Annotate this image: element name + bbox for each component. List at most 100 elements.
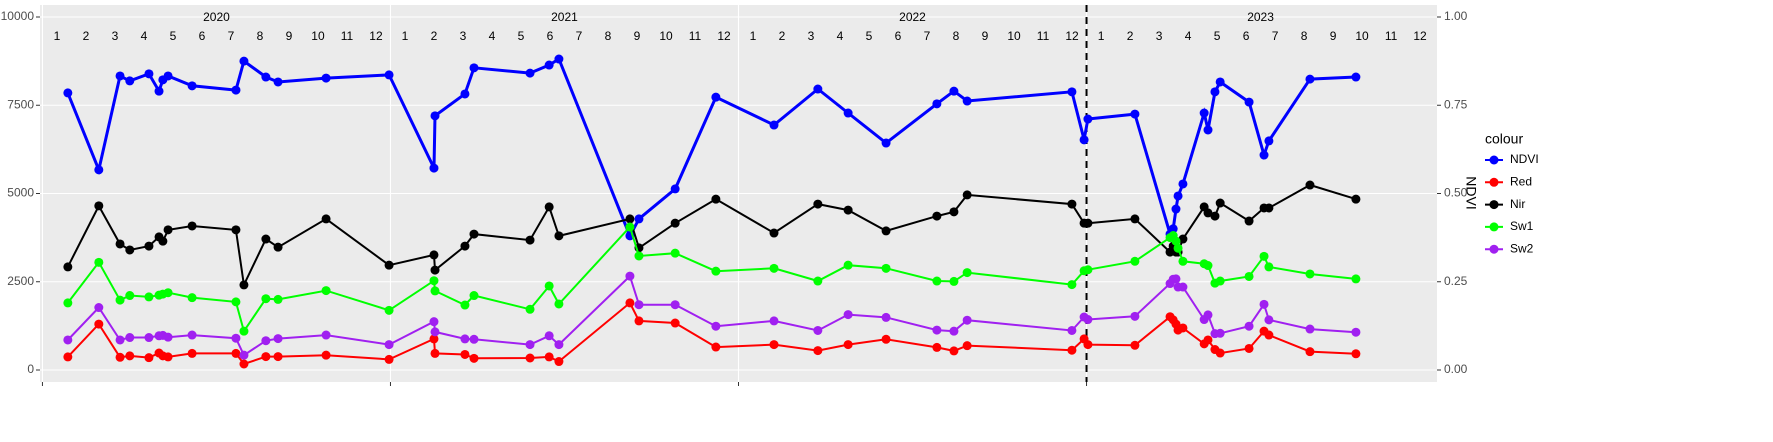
point xyxy=(1210,87,1220,97)
point xyxy=(1067,199,1077,209)
month-label: 12 xyxy=(717,29,731,43)
month-label: 4 xyxy=(1185,29,1192,43)
point xyxy=(711,92,721,102)
point xyxy=(881,334,891,344)
year-label: 2023 xyxy=(1247,10,1274,24)
point xyxy=(544,202,554,212)
month-label: 4 xyxy=(837,29,844,43)
month-label: 3 xyxy=(460,29,467,43)
month-label: 10 xyxy=(311,29,325,43)
point xyxy=(187,348,197,358)
point xyxy=(187,330,197,340)
point xyxy=(1173,191,1183,201)
point xyxy=(158,236,168,246)
point xyxy=(273,334,283,344)
month-label: 2 xyxy=(779,29,786,43)
point xyxy=(1244,321,1254,331)
point xyxy=(962,268,972,278)
point xyxy=(125,245,135,255)
month-label: 7 xyxy=(576,29,583,43)
y2-tick-label: 0.00 xyxy=(1444,362,1468,376)
point xyxy=(932,342,942,352)
point xyxy=(1130,311,1140,321)
point xyxy=(231,85,241,95)
y2-tick-label: 1.00 xyxy=(1444,9,1468,23)
point xyxy=(125,76,135,86)
point xyxy=(634,300,644,310)
point xyxy=(1203,261,1213,271)
point xyxy=(932,211,942,221)
point xyxy=(1244,271,1254,281)
month-label: 2 xyxy=(1127,29,1134,43)
point xyxy=(881,263,891,273)
point xyxy=(1083,218,1093,228)
point xyxy=(1259,251,1269,261)
point xyxy=(1264,330,1274,340)
month-label: 11 xyxy=(1385,29,1398,43)
point xyxy=(1083,315,1093,325)
point xyxy=(384,340,394,350)
point xyxy=(1067,345,1077,355)
month-label: 1 xyxy=(54,29,61,43)
point xyxy=(163,288,173,298)
point xyxy=(231,348,241,358)
point xyxy=(670,300,680,310)
month-label: 10 xyxy=(659,29,673,43)
point xyxy=(711,194,721,204)
legend-marker xyxy=(1489,200,1499,210)
point xyxy=(1305,347,1315,357)
point xyxy=(949,326,959,336)
point xyxy=(384,260,394,270)
month-label: 8 xyxy=(257,29,264,43)
point xyxy=(187,293,197,303)
point xyxy=(273,77,283,87)
point xyxy=(273,294,283,304)
month-label: 6 xyxy=(1243,29,1250,43)
point xyxy=(1264,136,1274,146)
point xyxy=(843,205,853,215)
point xyxy=(94,303,104,313)
point xyxy=(429,334,439,344)
point xyxy=(63,262,73,272)
point xyxy=(430,348,440,358)
point xyxy=(187,221,197,231)
point xyxy=(469,63,479,73)
legend-marker xyxy=(1489,177,1499,187)
y-tick-label: 0 xyxy=(27,362,34,376)
point xyxy=(949,86,959,96)
month-label: 2 xyxy=(431,29,438,43)
point xyxy=(384,354,394,364)
legend-item: NDVI xyxy=(1485,152,1539,166)
point xyxy=(63,298,73,308)
point xyxy=(949,276,959,286)
point xyxy=(321,350,331,360)
year-label: 2022 xyxy=(899,10,926,24)
point xyxy=(261,336,271,346)
point xyxy=(1259,150,1269,160)
point xyxy=(460,349,470,359)
legend-label: Nir xyxy=(1510,197,1525,211)
legend-item: Red xyxy=(1485,174,1532,188)
month-label: 5 xyxy=(170,29,177,43)
year-label: 2021 xyxy=(551,10,578,24)
y-tick-label: 5000 xyxy=(7,186,34,200)
month-label: 5 xyxy=(1214,29,1221,43)
point xyxy=(634,316,644,326)
month-label: 2 xyxy=(83,29,90,43)
legend-label: Sw2 xyxy=(1510,241,1534,255)
month-label: 3 xyxy=(808,29,815,43)
legend-label: NDVI xyxy=(1510,152,1539,166)
year-label: 2020 xyxy=(203,10,230,24)
point xyxy=(525,304,535,314)
point xyxy=(1351,349,1361,359)
point xyxy=(1351,72,1361,82)
month-label: 6 xyxy=(895,29,902,43)
point xyxy=(1178,323,1188,333)
point xyxy=(1305,324,1315,334)
point xyxy=(1171,236,1181,246)
point xyxy=(843,310,853,320)
month-label: 7 xyxy=(924,29,931,43)
point xyxy=(544,281,554,291)
point xyxy=(239,350,249,360)
point xyxy=(261,352,271,362)
